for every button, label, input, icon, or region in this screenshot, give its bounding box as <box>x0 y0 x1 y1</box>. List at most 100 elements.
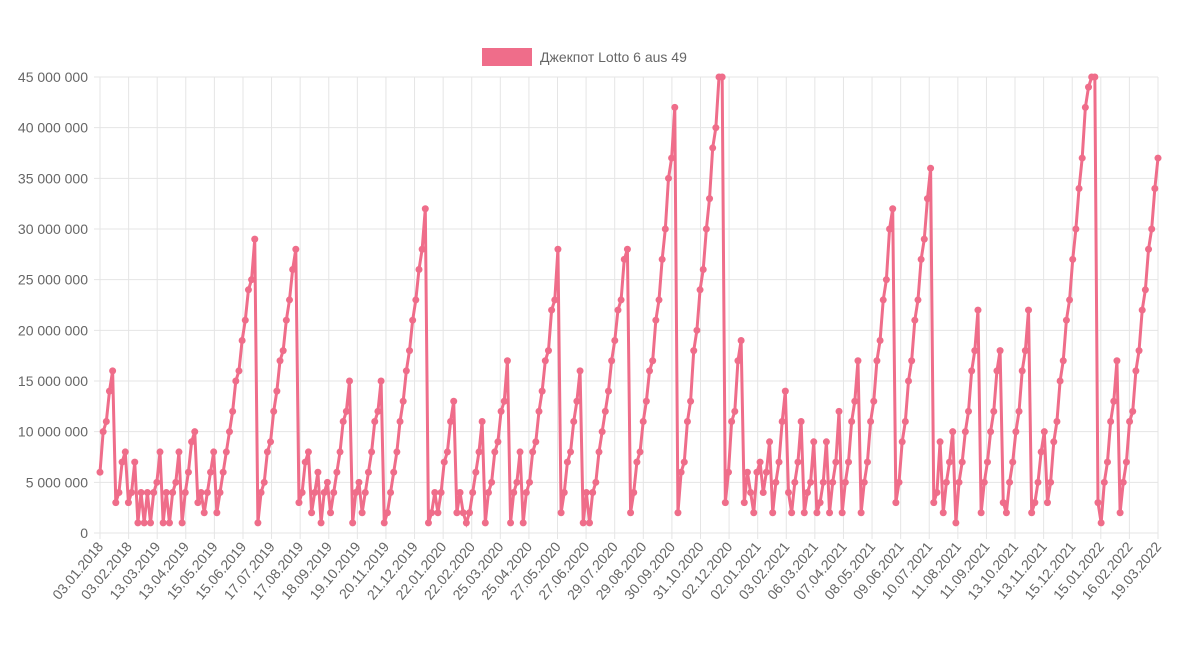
data-point[interactable] <box>999 499 1007 507</box>
data-point[interactable] <box>364 468 372 476</box>
data-point[interactable] <box>267 438 275 446</box>
data-point[interactable] <box>481 519 489 527</box>
data-point[interactable] <box>1145 245 1153 253</box>
data-point[interactable] <box>418 245 426 253</box>
data-point[interactable] <box>1107 418 1115 426</box>
data-point[interactable] <box>323 478 331 486</box>
data-point[interactable] <box>311 488 319 496</box>
data-point[interactable] <box>298 488 306 496</box>
data-point[interactable] <box>159 519 167 527</box>
data-point[interactable] <box>99 428 107 436</box>
data-point[interactable] <box>188 438 196 446</box>
data-point[interactable] <box>235 367 243 375</box>
data-point[interactable] <box>112 499 120 507</box>
data-point[interactable] <box>548 306 556 314</box>
data-point[interactable] <box>162 488 170 496</box>
data-point[interactable] <box>538 387 546 395</box>
data-point[interactable] <box>595 448 603 456</box>
data-point[interactable] <box>1151 184 1159 192</box>
data-point[interactable] <box>248 276 256 284</box>
data-point[interactable] <box>936 438 944 446</box>
data-point[interactable] <box>983 458 991 466</box>
data-point[interactable] <box>854 357 862 365</box>
data-point[interactable] <box>810 438 818 446</box>
data-point[interactable] <box>503 357 511 365</box>
data-point[interactable] <box>630 488 638 496</box>
data-point[interactable] <box>895 478 903 486</box>
data-point[interactable] <box>759 488 767 496</box>
data-point[interactable] <box>216 488 224 496</box>
data-point[interactable] <box>390 468 398 476</box>
data-point[interactable] <box>589 488 597 496</box>
data-point[interactable] <box>1015 407 1023 415</box>
data-point[interactable] <box>456 488 464 496</box>
data-point[interactable] <box>740 499 748 507</box>
data-point[interactable] <box>207 468 215 476</box>
data-point[interactable] <box>1047 478 1055 486</box>
data-point[interactable] <box>137 488 145 496</box>
data-point[interactable] <box>257 488 265 496</box>
data-point[interactable] <box>399 397 407 405</box>
data-point[interactable] <box>762 468 770 476</box>
data-point[interactable] <box>882 276 890 284</box>
data-point[interactable] <box>680 458 688 466</box>
data-point[interactable] <box>232 377 240 385</box>
data-point[interactable] <box>753 468 761 476</box>
data-point[interactable] <box>522 488 530 496</box>
data-point[interactable] <box>636 448 644 456</box>
data-point[interactable] <box>500 397 508 405</box>
data-point[interactable] <box>857 509 865 517</box>
data-point[interactable] <box>1031 499 1039 507</box>
data-point[interactable] <box>863 458 871 466</box>
data-point[interactable] <box>1097 519 1105 527</box>
data-point[interactable] <box>781 387 789 395</box>
data-point[interactable] <box>222 448 230 456</box>
data-point[interactable] <box>920 235 928 243</box>
data-point[interactable] <box>393 448 401 456</box>
data-point[interactable] <box>541 357 549 365</box>
data-point[interactable] <box>270 407 278 415</box>
data-point[interactable] <box>743 468 751 476</box>
data-point[interactable] <box>150 488 158 496</box>
data-point[interactable] <box>835 407 843 415</box>
data-point[interactable] <box>118 458 126 466</box>
data-point[interactable] <box>184 468 192 476</box>
data-point[interactable] <box>450 397 458 405</box>
data-point[interactable] <box>301 458 309 466</box>
data-point[interactable] <box>238 336 246 344</box>
data-point[interactable] <box>974 306 982 314</box>
data-point[interactable] <box>304 448 312 456</box>
data-point[interactable] <box>965 407 973 415</box>
data-point[interactable] <box>772 478 780 486</box>
data-point[interactable] <box>712 124 720 132</box>
data-point[interactable] <box>358 509 366 517</box>
data-point[interactable] <box>333 468 341 476</box>
data-point[interactable] <box>251 235 259 243</box>
data-point[interactable] <box>898 438 906 446</box>
data-point[interactable] <box>832 458 840 466</box>
data-point[interactable] <box>516 448 524 456</box>
data-point[interactable] <box>620 255 628 263</box>
data-point[interactable] <box>409 316 417 324</box>
data-point[interactable] <box>582 488 590 496</box>
data-point[interactable] <box>987 428 995 436</box>
data-point[interactable] <box>860 478 868 486</box>
data-point[interactable] <box>194 499 202 507</box>
data-point[interactable] <box>140 519 148 527</box>
data-point[interactable] <box>402 367 410 375</box>
data-point[interactable] <box>1078 154 1086 162</box>
data-point[interactable] <box>652 316 660 324</box>
data-point[interactable] <box>623 245 631 253</box>
data-point[interactable] <box>734 357 742 365</box>
data-point[interactable] <box>639 418 647 426</box>
data-point[interactable] <box>469 488 477 496</box>
data-point[interactable] <box>901 418 909 426</box>
data-point[interactable] <box>737 336 745 344</box>
data-point[interactable] <box>961 428 969 436</box>
data-point[interactable] <box>475 448 483 456</box>
data-point[interactable] <box>346 377 353 385</box>
data-point[interactable] <box>440 458 448 466</box>
data-point[interactable] <box>1091 73 1099 81</box>
data-point[interactable] <box>282 316 290 324</box>
data-point[interactable] <box>374 407 382 415</box>
